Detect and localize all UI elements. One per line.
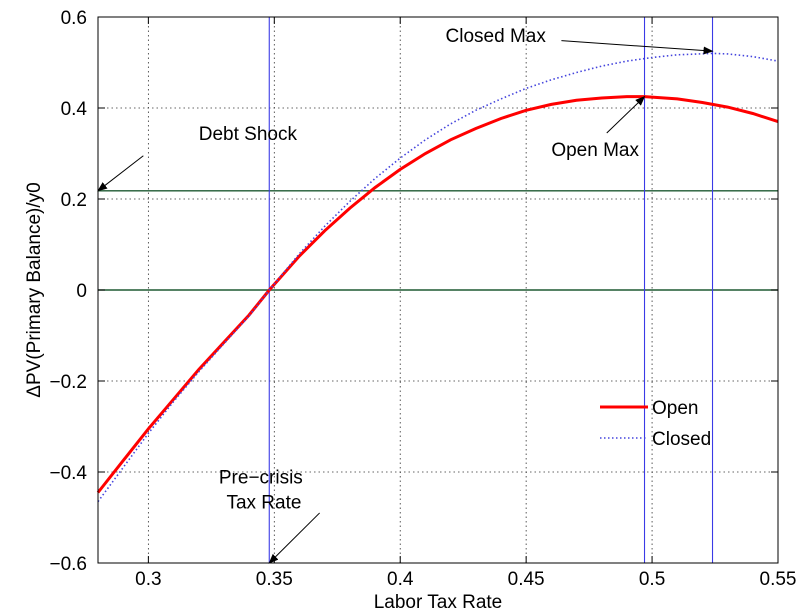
- x-tick-label-1: 0.35: [256, 569, 293, 590]
- series-line-closed: [97, 52, 779, 503]
- annotation-tax-rate: Tax Rate: [226, 492, 301, 513]
- y-tick-label-4: 0.2: [61, 190, 87, 211]
- annotation-pre-crisis: Pre−crisis: [219, 467, 303, 488]
- annotation-arrow-tax-rate: [268, 512, 320, 564]
- y-tick-label-2: −0.2: [49, 372, 87, 393]
- y-tick-label-5: 0.4: [61, 99, 88, 120]
- y-tick-label-1: −0.4: [49, 463, 87, 484]
- y-tick-label-6: 0.6: [61, 8, 87, 29]
- x-tick-label-0: 0.3: [135, 569, 161, 590]
- y-tick-label-3: 0: [76, 281, 87, 302]
- x-tick-label-4: 0.5: [639, 569, 665, 590]
- annotation-arrow-debt-shock: [97, 155, 144, 192]
- x-axis-label: Labor Tax Rate: [374, 592, 503, 613]
- axis-ticks: 0.3 0.35 0.4 0.45 0.5 0.55 −0.6 −0.4 −0.2 0 0.2 0.4…: [49, 8, 796, 590]
- x-tick-label-3: 0.45: [508, 569, 545, 590]
- annotation-arrow-open-max: [606, 95, 646, 134]
- annotation-arrow-closed-max: [561, 40, 714, 55]
- legend: Open Closed: [600, 398, 711, 450]
- series-line-open: [96, 95, 779, 494]
- annotations: Debt Shock Closed Max Open Max Pre−crisis Ta…: [97, 26, 714, 564]
- y-axis-label: ΔPV(Primary Balance)/y0: [24, 182, 45, 397]
- series-group: [96, 52, 779, 503]
- annotation-open-max: Open Max: [551, 140, 639, 161]
- x-tick-label-5: 0.55: [760, 569, 797, 590]
- grid: [98, 17, 778, 563]
- legend-label-closed: Closed: [652, 429, 711, 450]
- y-tick-label-0: −0.6: [49, 554, 87, 575]
- reference-horizontal-lines: [98, 190, 778, 291]
- annotation-closed-max: Closed Max: [446, 26, 547, 47]
- annotation-debt-shock: Debt Shock: [199, 124, 298, 145]
- legend-label-open: Open: [652, 398, 698, 419]
- x-tick-label-2: 0.4: [387, 569, 414, 590]
